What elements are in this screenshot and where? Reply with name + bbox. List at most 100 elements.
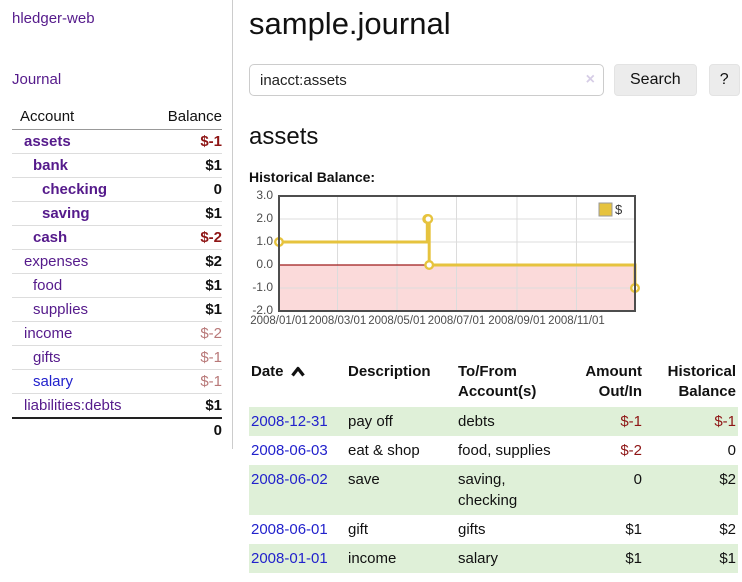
register-description-cell: eat & shop <box>348 441 420 459</box>
accounts-total-value: 0 <box>145 417 222 443</box>
help-button[interactable]: ? <box>708 64 740 96</box>
sidebar-account-link-saving[interactable]: saving <box>42 205 90 222</box>
register-amount-cell: $1 <box>625 520 642 538</box>
register-accounts-cell: salary <box>458 549 499 567</box>
sidebar-account-link-food[interactable]: food <box>33 277 63 294</box>
sidebar-account-link-income[interactable]: income <box>24 325 73 342</box>
transaction-date-link[interactable]: 2008-01-01 <box>251 549 328 567</box>
sidebar-account-link-supplies[interactable]: supplies <box>33 301 89 318</box>
sidebar-account-balance: $1 <box>145 297 222 322</box>
sidebar-account-cell: cash <box>12 225 146 250</box>
sidebar-account-link-salary[interactable]: salary <box>33 373 74 390</box>
chart-x-tick-label: 2008/05/01 <box>368 315 426 327</box>
register-accounts-cell: food, supplies <box>458 441 551 459</box>
sidebar-account-link-liabilities-debts[interactable]: liabilities:debts <box>24 397 122 414</box>
sidebar-account-cell: liabilities:debts <box>12 393 146 418</box>
sidebar-account-balance: $1 <box>145 153 222 178</box>
accounts-total-row: 0 <box>12 417 222 443</box>
sidebar-account-row: gifts $-1 <box>12 345 222 370</box>
chart-label: Historical Balance: <box>249 169 376 185</box>
date-header-label: Date <box>251 363 284 380</box>
register-balance-cell: $1 <box>719 549 736 567</box>
sidebar-account-link-checking[interactable]: checking <box>42 181 108 198</box>
transaction-date-link[interactable]: 2008-06-03 <box>251 441 328 459</box>
search-input-wrap: × <box>249 64 604 96</box>
register-accounts-cell: gifts <box>458 520 486 538</box>
column-header-amount: Amount Out/In <box>585 363 642 401</box>
sidebar-account-cell: expenses <box>12 249 146 274</box>
register-amount-cell: 0 <box>633 470 642 488</box>
account-title: assets <box>249 123 319 150</box>
sidebar-account-balance: $-2 <box>145 321 222 346</box>
sidebar-account-row: cash $-2 <box>12 225 222 250</box>
search-form: × Search ? <box>249 64 742 96</box>
sidebar-account-row: liabilities:debts $1 <box>12 393 222 418</box>
sidebar-account-balance: $1 <box>145 201 222 226</box>
register-date-cell: 2008-06-03 <box>249 436 346 465</box>
sidebar-account-balance: $2 <box>145 249 222 274</box>
register-table: Date Description To/From Account(s) Amou… <box>249 358 738 573</box>
clear-search-icon[interactable]: × <box>585 71 595 88</box>
column-header-accounts: To/From Account(s) <box>458 363 537 401</box>
register-date-cell: 2008-12-31 <box>249 407 346 436</box>
svg-text:$: $ <box>615 202 623 217</box>
sidebar-account-balance: $-1 <box>145 369 222 394</box>
register-amount-cell: $1 <box>625 549 642 567</box>
sidebar-account-row: salary $-1 <box>12 369 222 394</box>
sidebar-account-link-assets[interactable]: assets <box>24 133 71 150</box>
historical-balance-chart: $3.0 2.0 1.0 0.0 -1.0 -2.0 2008/01/01 2008/03/0… <box>249 188 669 336</box>
chart-x-tick-label: 2008/11/01 <box>548 315 605 327</box>
sidebar-account-link-gifts[interactable]: gifts <box>33 349 61 366</box>
main-content: sample.journal × Search ? assets Histori… <box>233 0 742 573</box>
register-balance-cell: $2 <box>719 470 736 488</box>
sidebar-account-row: income $-2 <box>12 321 222 346</box>
chart-x-tick-label: 2008/09/01 <box>488 315 546 327</box>
chart-legend: $ <box>598 202 623 217</box>
register-row: 2008-12-31 pay off debts $-1 $-1 <box>249 406 738 436</box>
register-header-row: Date Description To/From Account(s) Amou… <box>249 358 738 407</box>
chart-x-tick-label: 2008/01/01 <box>250 315 308 327</box>
sidebar-account-balance: $1 <box>145 273 222 298</box>
column-header-balance: Historical Balance <box>667 363 736 401</box>
chart-y-tick-label: 1.0 <box>256 234 273 248</box>
chart-x-tick-label: 2008/03/01 <box>308 315 367 327</box>
sidebar-account-row: checking 0 <box>12 177 222 202</box>
sidebar-account-balance: 0 <box>145 177 222 202</box>
sidebar-account-cell: saving <box>12 201 146 226</box>
register-accounts-cell: debts <box>458 412 495 430</box>
sidebar-account-cell: food <box>12 273 146 298</box>
sidebar-account-row: expenses $2 <box>12 249 222 274</box>
transaction-date-link[interactable]: 2008-06-02 <box>251 470 328 488</box>
register-accounts-cell: saving, checking <box>458 470 518 509</box>
transaction-date-link[interactable]: 2008-12-31 <box>251 412 328 430</box>
sidebar-account-balance: $1 <box>145 393 222 418</box>
register-balance-cell: 0 <box>727 441 736 459</box>
chart-y-tick-label: 2.0 <box>256 211 273 225</box>
register-description-cell: pay off <box>348 412 393 430</box>
chart-y-tick-label: 0.0 <box>256 257 273 271</box>
transaction-date-link[interactable]: 2008-06-01 <box>251 520 328 538</box>
sidebar-account-row: assets $-1 <box>12 130 222 154</box>
register-date-cell: 2008-06-02 <box>249 465 346 515</box>
page-title: sample.journal <box>249 6 451 41</box>
brand-link[interactable]: hledger-web <box>12 10 95 27</box>
search-button[interactable]: Search <box>614 64 697 96</box>
balance-column-header: Balance <box>145 105 222 130</box>
sidebar-account-link-cash[interactable]: cash <box>33 229 68 246</box>
register-amount-cell: $-1 <box>620 412 642 430</box>
sidebar-account-link-bank[interactable]: bank <box>33 157 69 174</box>
column-header-date[interactable]: Date <box>249 358 346 407</box>
chart-y-tick-label: 3.0 <box>256 188 273 202</box>
register-balance-cell: $-1 <box>714 412 736 430</box>
total-spacer <box>12 417 146 443</box>
sidebar-account-cell: salary <box>12 369 146 394</box>
sidebar-account-balance: $-1 <box>145 345 222 370</box>
search-input[interactable] <box>249 64 604 96</box>
register-row: 2008-06-01 gift gifts $1 $2 <box>249 515 738 544</box>
sidebar-item-journal[interactable]: Journal <box>12 71 62 88</box>
register-row: 2008-01-01 income salary $1 $1 <box>249 543 738 573</box>
accounts-table: Account Balance assets $-1 bank $1 checking 0… <box>12 105 222 443</box>
sidebar-account-row: bank $1 <box>12 153 222 178</box>
sidebar-account-link-expenses[interactable]: expenses <box>24 253 89 270</box>
